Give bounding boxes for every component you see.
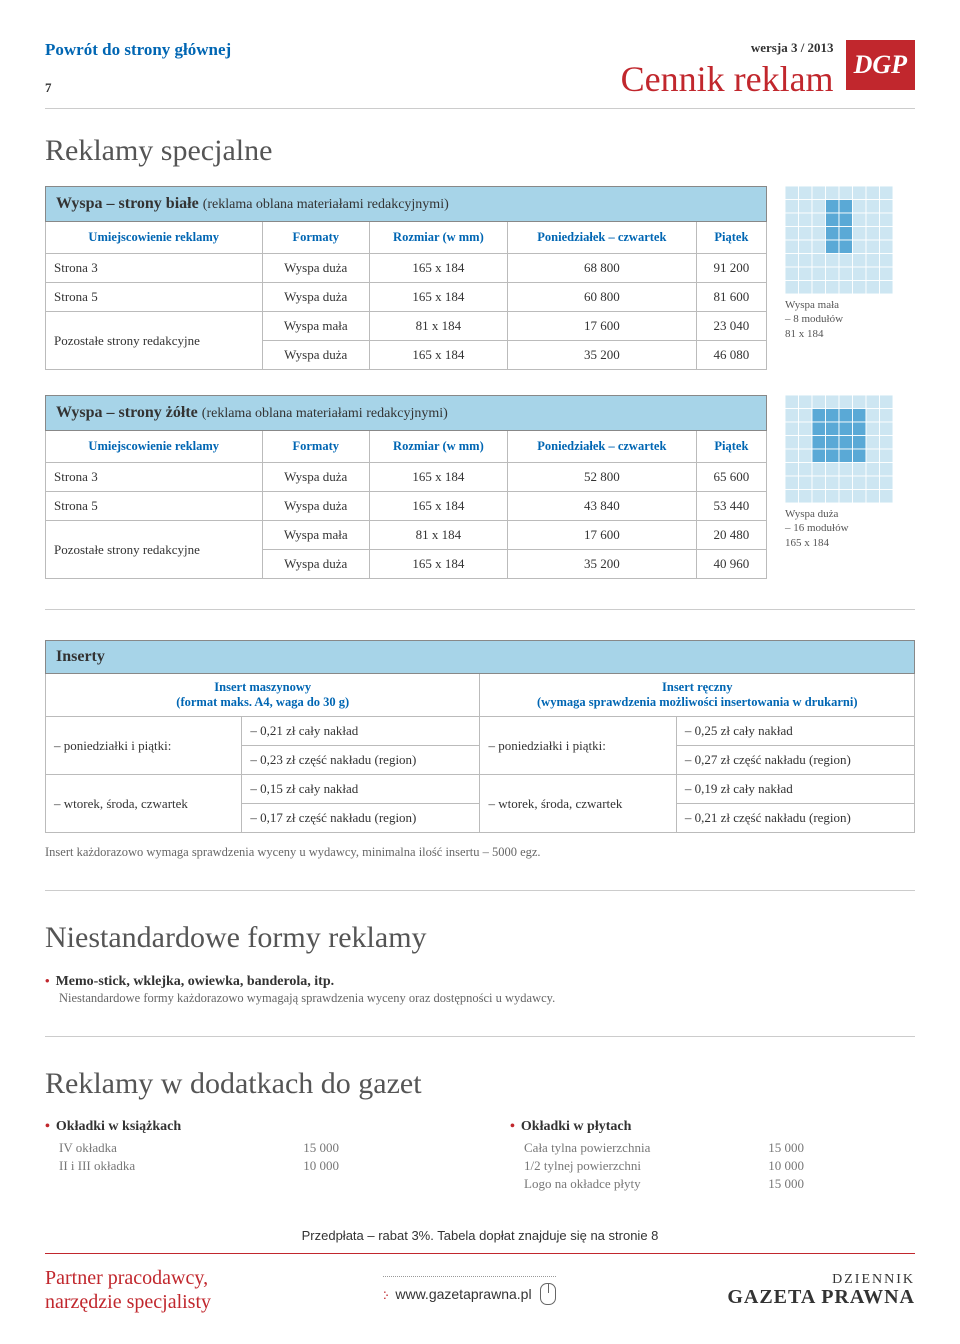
list-item: Cała tylna powierzchnia15 000 (524, 1139, 804, 1157)
inserty-left-header: Insert maszynowy(format maks. A4, waga d… (46, 674, 480, 717)
divider (45, 890, 915, 891)
bullet-icon: • (45, 1119, 50, 1134)
list-item: IV okładka15 000 (59, 1139, 339, 1157)
table-row: Strona 3Wyspa duża165 x 18452 80065 600 (46, 463, 767, 492)
dodatki-col-plyty: •Okładki w płytach Cała tylna powierzchn… (510, 1119, 915, 1193)
divider (45, 609, 915, 610)
footer-brand: DZIENNIK GAZETA PRAWNA (727, 1273, 915, 1307)
section-dodatki: Reklamy w dodatkach do gazet (45, 1067, 915, 1101)
dodatki-col-ksiazki: •Okładki w książkach IV okładka15 000 II… (45, 1119, 450, 1193)
table-row: – poniedziałki i piątki: – 0,21 zł cały … (46, 717, 915, 746)
list-item: Logo na okładce płyty15 000 (524, 1175, 804, 1193)
table-wyspa-zolte: Wyspa – strony żółte (reklama oblana mat… (45, 395, 767, 579)
inserty-right-header: Insert ręczny(wymaga sprawdzenia możliwo… (480, 674, 915, 717)
version-label: wersja 3 / 2013 (621, 40, 834, 56)
prepay-note: Przedpłata – rabat 3%. Tabela dopłat zna… (45, 1228, 915, 1243)
footer-slogan: Partner pracodawcy,narzędzie specjalisty (45, 1266, 211, 1314)
page-footer: Partner pracodawcy,narzędzie specjalisty… (45, 1253, 915, 1314)
list-item: 1/2 tylnej powierzchni10 000 (524, 1157, 804, 1175)
table2-subtitle: (reklama oblana materiałami redakcyjnymi… (202, 406, 448, 421)
table-row: Pozostałe strony redakcyjneWyspa mała81 … (46, 312, 767, 341)
table2-h1: Formaty (262, 431, 369, 463)
page-header: Powrót do strony głównej 7 wersja 3 / 20… (45, 40, 915, 109)
table1-h1: Formaty (262, 222, 369, 254)
table2-h3: Poniedziałek – czwartek (507, 431, 696, 463)
dgp-logo: DGP (846, 40, 915, 90)
footer-url[interactable]: :·www.gazetaprawna.pl (383, 1276, 556, 1305)
table-wyspa-biale: Wyspa – strony białe (reklama oblana mat… (45, 186, 767, 370)
return-link[interactable]: Powrót do strony głównej (45, 40, 231, 60)
table2-title: Wyspa – strony żółte (56, 404, 198, 421)
table-row: – wtorek, środa, czwartek – 0,15 zł cały… (46, 775, 915, 804)
table2-h4: Piątek (696, 431, 766, 463)
table-row: Strona 5Wyspa duża165 x 18443 84053 440 (46, 492, 767, 521)
diagram-wyspa-duza: Wyspa duża– 16 modułów165 x 184 (785, 395, 915, 550)
table-inserty: Inserty Insert maszynowy(format maks. A4… (45, 640, 915, 833)
table2-h0: Umiejscowienie reklamy (46, 431, 263, 463)
diagram-wyspa-mala: Wyspa mała– 8 modułów81 x 184 (785, 186, 915, 341)
table-row: Strona 3Wyspa duża165 x 18468 80091 200 (46, 254, 767, 283)
table1-h3: Poniedziałek – czwartek (507, 222, 696, 254)
section-niestandardowe: Niestandardowe formy reklamy (45, 921, 915, 955)
bullet-icon: • (510, 1119, 515, 1134)
table2-h2: Rozmiar (w mm) (369, 431, 507, 463)
mouse-icon (540, 1283, 556, 1305)
bullet-icon: • (45, 973, 50, 988)
table1-title: Wyspa – strony białe (56, 195, 199, 212)
inserty-note: Insert każdorazowo wymaga sprawdzenia wy… (45, 845, 915, 860)
table1-h4: Piątek (696, 222, 766, 254)
niestd-item: •Memo-stick, wklejka, owiewka, banderola… (45, 973, 915, 1006)
section-reklamy-specjalne: Reklamy specjalne (45, 134, 915, 168)
table1-h2: Rozmiar (w mm) (369, 222, 507, 254)
inserty-title: Inserty (46, 641, 915, 674)
table1-subtitle: (reklama oblana materiałami redakcyjnymi… (203, 197, 449, 212)
page-title: Cennik reklam (621, 58, 834, 100)
divider (45, 1036, 915, 1037)
table1-h0: Umiejscowienie reklamy (46, 222, 263, 254)
page-number: 7 (45, 80, 231, 96)
table-row: Strona 5Wyspa duża165 x 18460 80081 600 (46, 283, 767, 312)
list-item: II i III okładka10 000 (59, 1157, 339, 1175)
table-row: Pozostałe strony redakcyjneWyspa mała81 … (46, 521, 767, 550)
